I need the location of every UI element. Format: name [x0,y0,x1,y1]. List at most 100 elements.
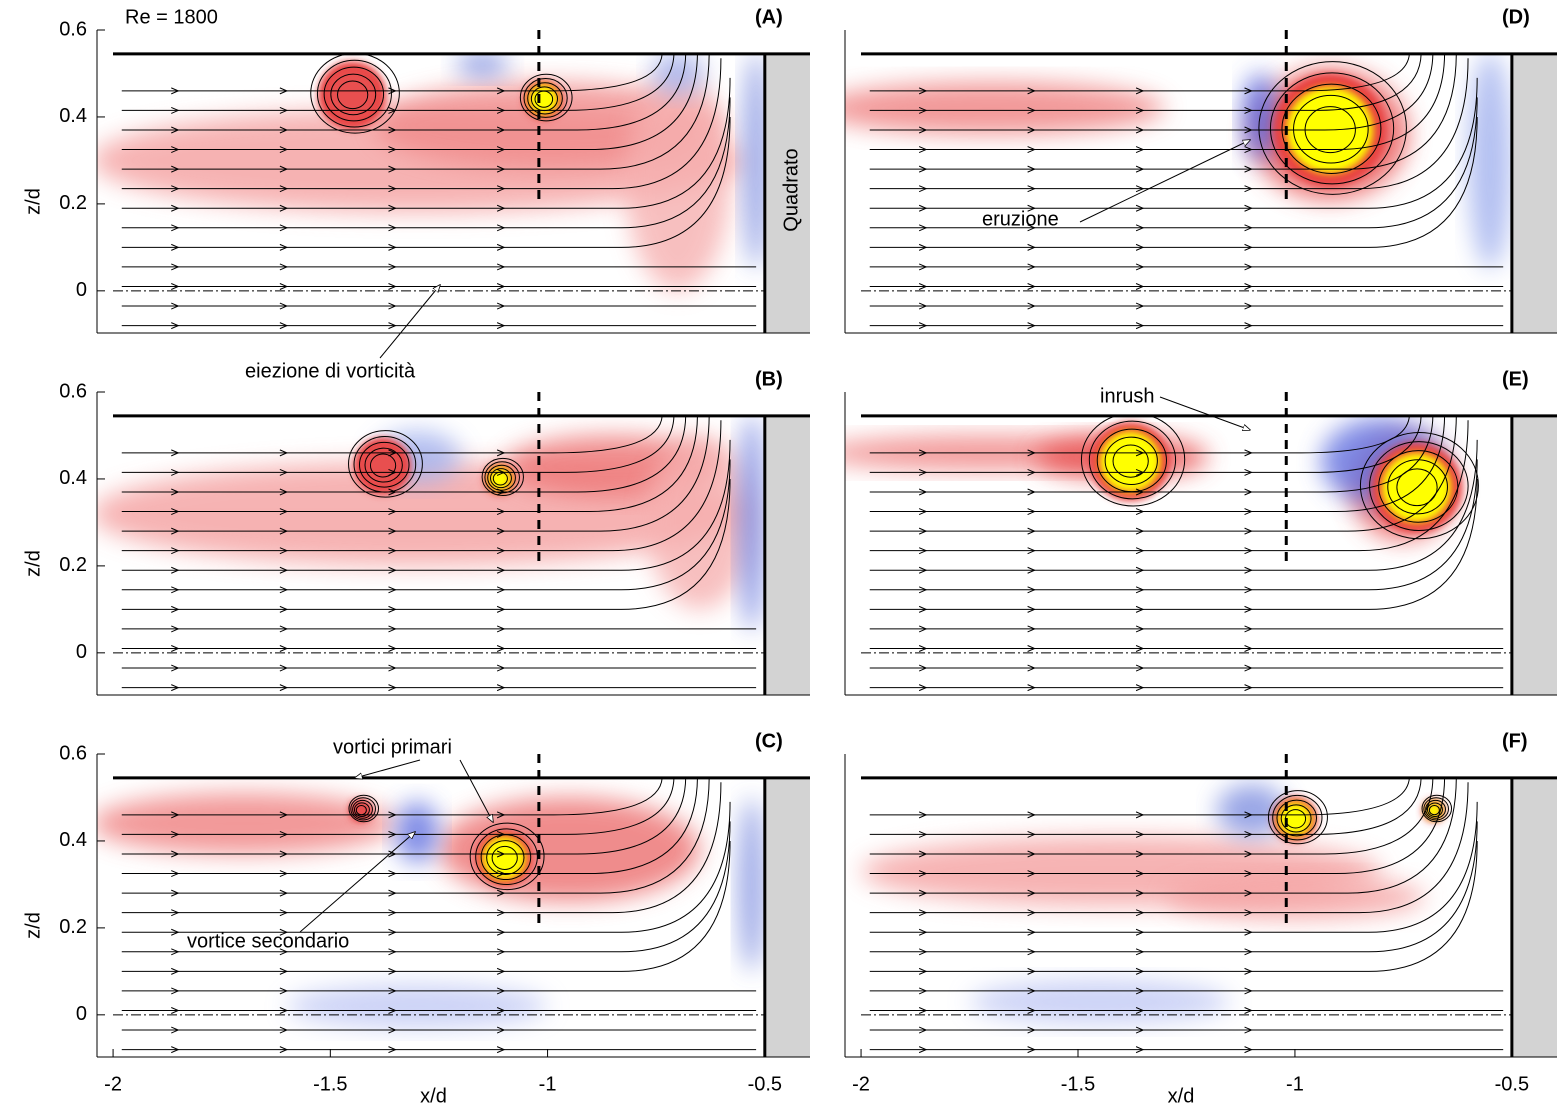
streamline-arrow [388,302,397,310]
streamline-arrow [496,889,506,897]
streamline-arrow [279,488,289,496]
streamline-arrow [1244,488,1253,496]
x-tick-label: -2 [852,1073,870,1095]
vorticity-blob [743,53,765,270]
streamline-arrow [1244,243,1253,251]
streamline-arrow [1244,185,1253,193]
vortex-streamline [491,845,518,870]
streamline-arrow [1135,126,1145,134]
streamline-arrow [1027,889,1036,897]
vortex-streamline [1425,799,1446,819]
vortex-streamline [1423,797,1449,821]
streamline-arrow [279,87,289,95]
streamline-arrow [1027,586,1036,594]
streamline-arrow [279,1046,289,1054]
streamline-arrow [279,811,289,819]
annotation: Quadrato [780,148,802,231]
vortex-streamline [1428,805,1440,816]
vortex-streamline [1112,444,1149,478]
streamline-arrow [388,468,397,476]
streamline-arrow [279,948,289,956]
vortex-streamline [1267,790,1328,845]
streamline-arrow [388,283,397,290]
streamline-arrow [918,987,928,995]
streamline-arrow [1244,302,1253,310]
streamline-arrow [171,243,180,251]
vortex-streamline [523,77,568,118]
streamline-arrow [1244,224,1253,232]
streamline-arrow [1027,204,1036,212]
streamline-arrow [279,204,289,212]
vorticity-field [97,777,765,1054]
streamline-arrow [171,850,180,858]
streamline-arrow [171,1046,180,1054]
streamline-arrow [1027,243,1036,251]
streamline-arrow [279,586,289,594]
streamline-arrow [496,224,506,232]
streamline-arrow [1027,527,1036,535]
streamline-arrow [496,146,506,154]
y-tick-label: 0 [76,641,87,663]
streamline [869,782,1469,914]
streamline-arrow [496,185,506,193]
streamline-arrow [918,645,928,652]
streamline-arrow [496,625,506,633]
panel-label: (D) [1502,6,1530,28]
streamline-arrow [496,811,506,819]
streamline-arrow [1135,586,1145,594]
streamline-arrow [171,586,180,594]
streamline-arrow [496,1007,506,1014]
streamline-arrow [496,948,506,956]
x-axis-label: x/d [420,1085,447,1107]
streamline-arrow [171,106,180,114]
streamline-arrow [1135,1046,1145,1054]
streamline-arrow [388,165,397,173]
streamline-arrow [918,625,928,633]
streamline [121,53,687,131]
streamline-arrow [171,967,180,975]
vortex-streamline [469,822,545,891]
streamline-arrow [171,449,180,457]
vorticity-blob [395,801,439,863]
streamline-arrow [1135,468,1145,476]
streamline-arrow [918,283,928,290]
streamline-arrow [1244,605,1253,613]
streamline [869,53,1410,92]
streamline-arrow [171,870,180,878]
vortex-streamline [323,66,385,122]
vortex-streamline [350,797,376,821]
x-tick-label: -1 [1286,1073,1304,1095]
streamline-arrow [918,586,928,594]
streamline-arrow [1244,322,1253,330]
streamline-arrow [171,948,180,956]
vortex-streamline [1258,61,1407,195]
streamline-arrow [496,547,506,555]
streamline-arrow [918,928,928,936]
square-body [764,777,810,1057]
streamline-arrow [171,302,180,310]
streamline [869,97,1478,229]
annotation: eruzione [982,208,1059,230]
streamline-arrow [279,243,289,251]
streamline-arrow [918,322,928,330]
y-tick-label: 0.4 [59,105,87,127]
streamline-arrow [496,967,506,975]
vortex-streamline [348,794,380,823]
streamline [121,53,675,111]
streamline-arrow [1027,1007,1036,1014]
streamline [869,53,1457,170]
streamline [121,415,687,493]
streamline-arrow [1027,948,1036,956]
streamline-arrow [1135,527,1145,535]
x-tick-label: -1 [539,1073,557,1095]
annotation-arrow [459,759,493,822]
streamline-arrow [279,126,289,134]
streamline-arrow [1135,684,1145,692]
streamline [121,777,710,894]
streamline-arrow [496,126,506,134]
streamline-arrow [279,684,289,692]
vorticity-blob [286,984,548,1028]
streamline-arrow [279,1026,289,1034]
streamline-arrow [279,664,289,672]
panel-label: (A) [755,6,783,28]
